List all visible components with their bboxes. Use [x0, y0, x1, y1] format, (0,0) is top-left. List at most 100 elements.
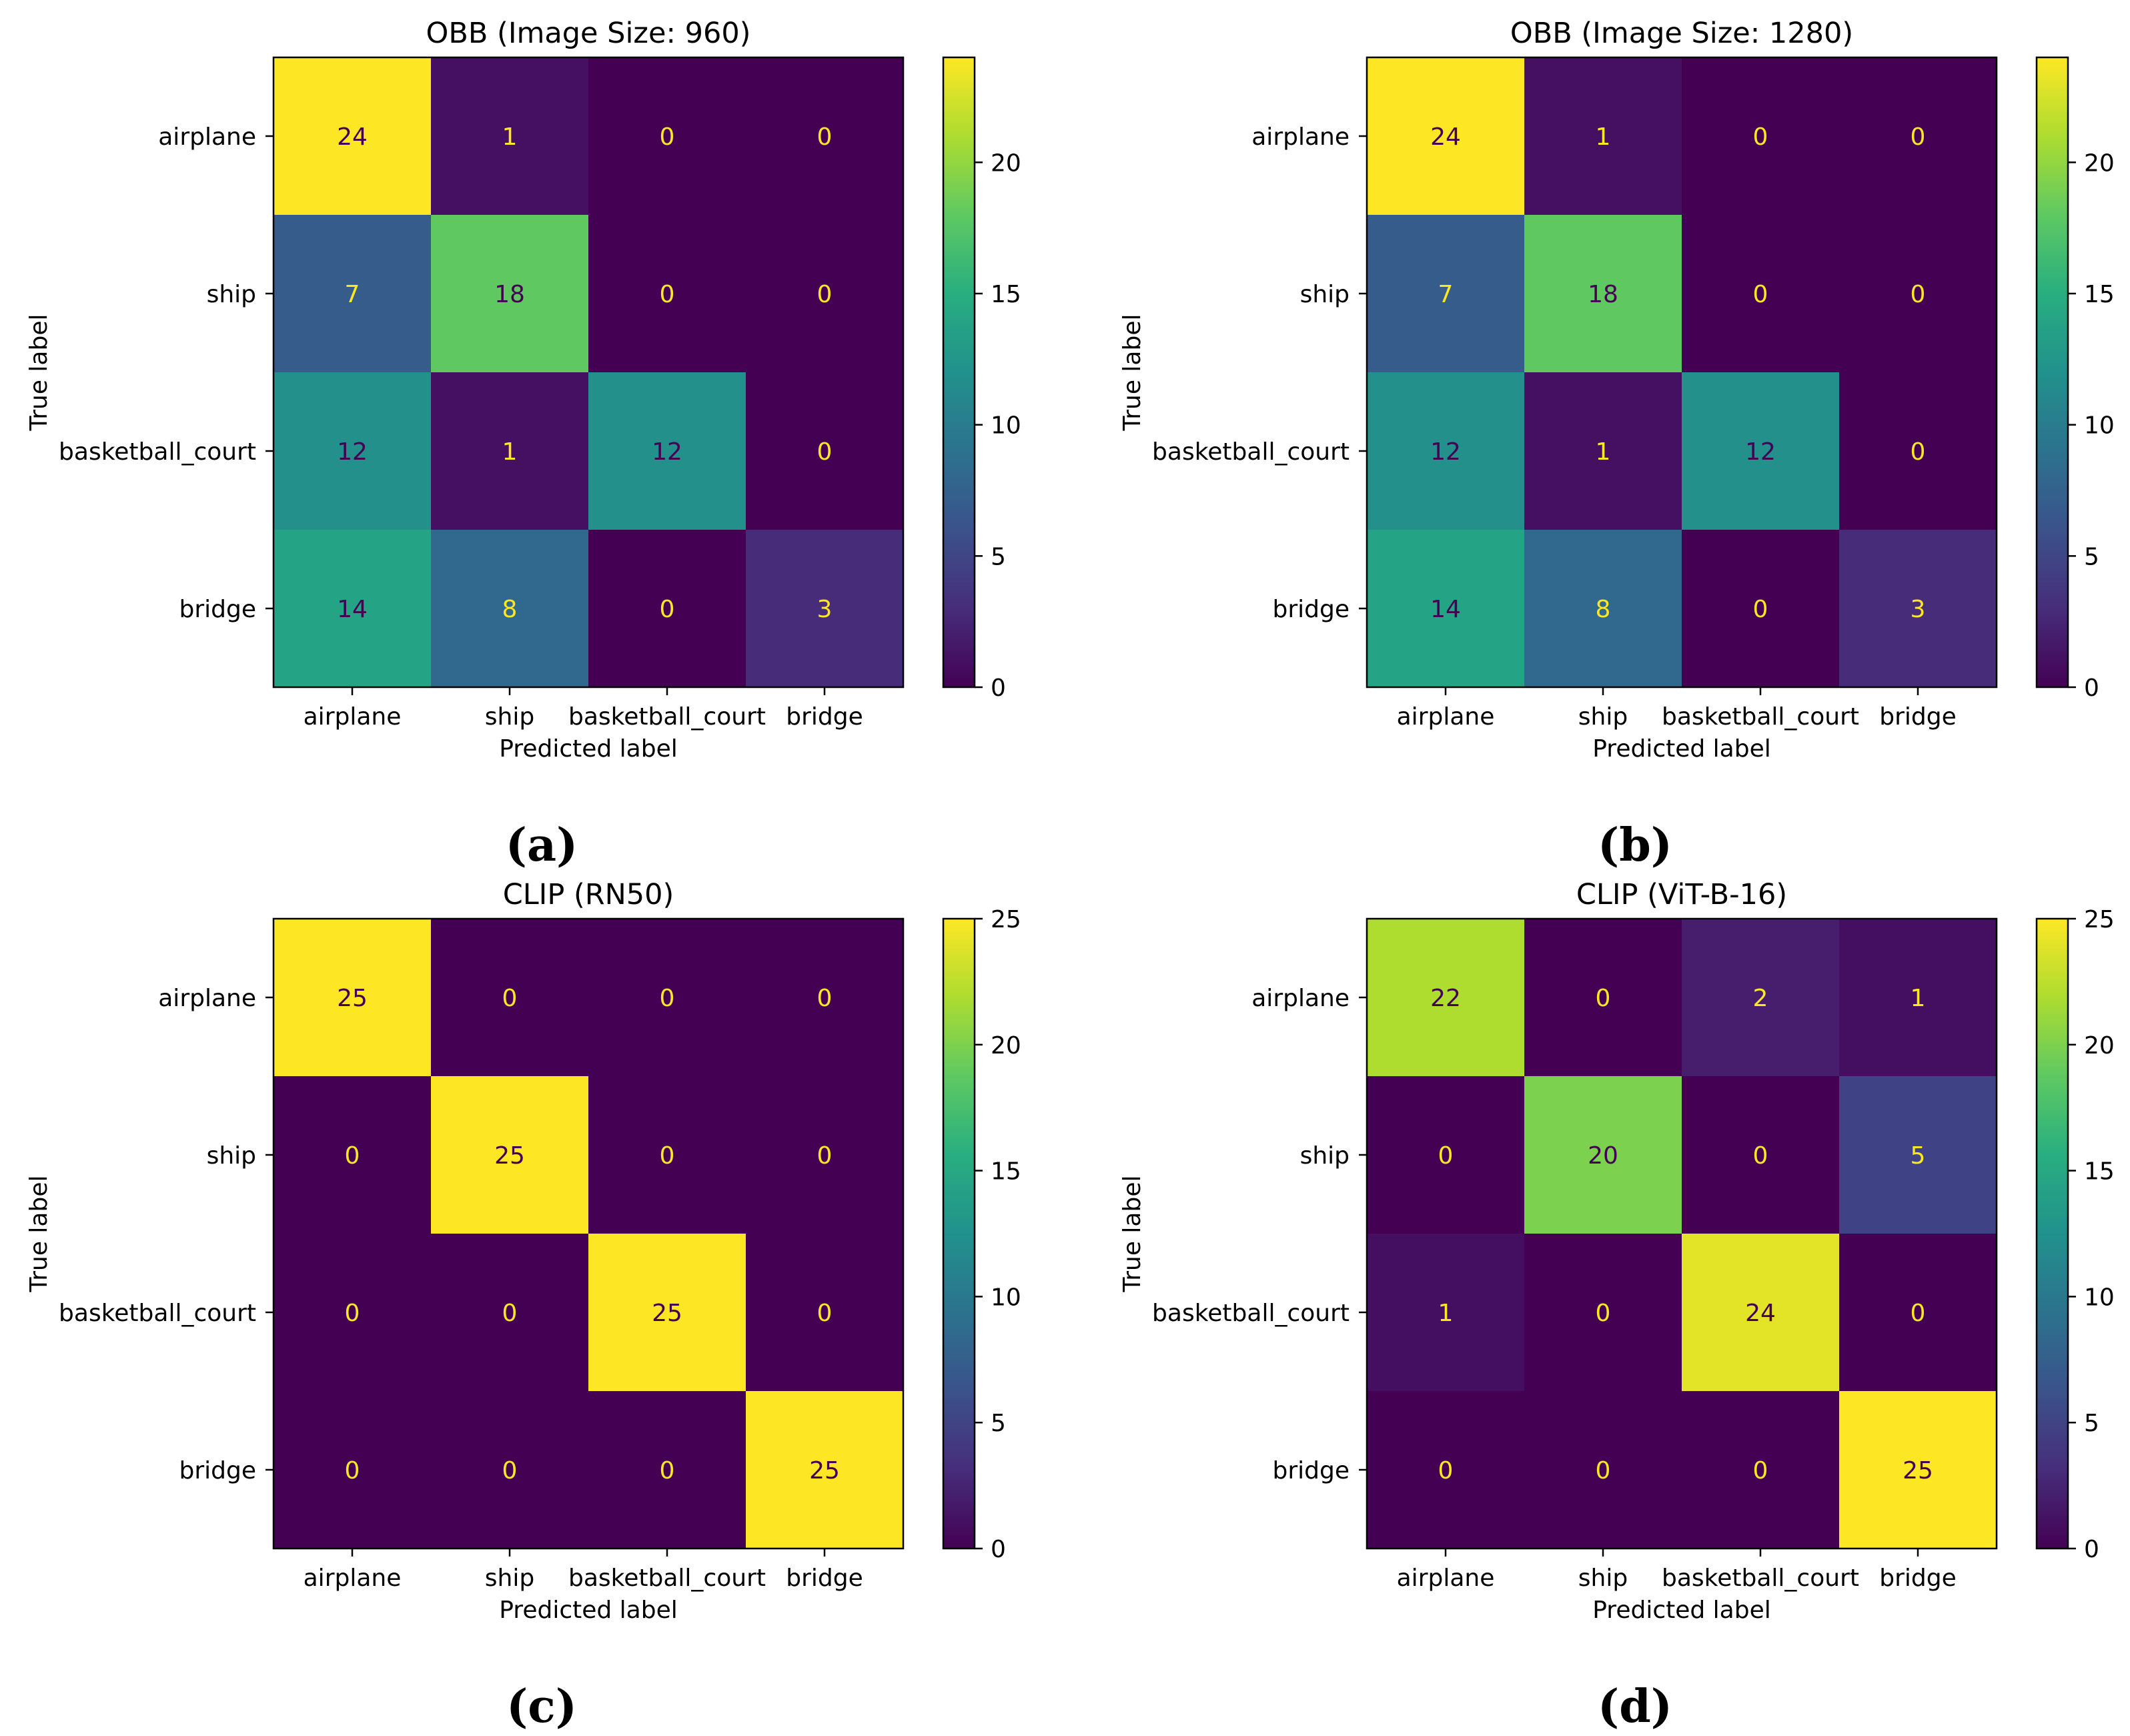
heatmap-cell — [588, 1076, 746, 1234]
cell-value-label: 18 — [494, 281, 525, 308]
colorbar-tick-label: 10 — [991, 1284, 1021, 1311]
cell-value-label: 3 — [817, 596, 833, 623]
heatmap-cell — [588, 372, 746, 530]
subfigure-caption: (b) — [1598, 819, 1672, 872]
cell-value-label: 8 — [1596, 596, 1611, 623]
cell-value-label: 0 — [345, 1142, 360, 1170]
heatmap-cell — [431, 1391, 588, 1549]
colorbar-tick-label: 5 — [2084, 1410, 2099, 1437]
plot-frame — [272, 917, 905, 1550]
cell-value-label: 0 — [1911, 1300, 1926, 1327]
cell-value-label: 0 — [1596, 1457, 1611, 1484]
x-tick-label: bridge — [1879, 703, 1957, 731]
cell-value-label: 0 — [1596, 985, 1611, 1012]
plot-frame — [1366, 56, 1998, 689]
colorbar-tick-label: 5 — [991, 1410, 1006, 1437]
x-tick-label: ship — [1578, 1565, 1628, 1592]
cell-value-label: 0 — [1911, 281, 1926, 308]
cell-value-label: 12 — [652, 438, 682, 466]
heatmap-cell — [746, 215, 903, 372]
y-tick-label: ship — [207, 1142, 256, 1170]
y-tick-label: airplane — [158, 985, 256, 1012]
colorbar-tick-label: 0 — [991, 675, 1006, 702]
heatmap-cell — [588, 530, 746, 687]
heatmap-cell — [1367, 1391, 1524, 1549]
cell-value-label: 1 — [1596, 123, 1611, 151]
cell-value-label: 0 — [1911, 123, 1926, 151]
heatmap-cell — [746, 1391, 903, 1549]
cell-value-label: 25 — [1903, 1457, 1933, 1484]
heatmap-cell — [431, 919, 588, 1076]
y-tick-label: airplane — [1251, 123, 1350, 151]
heatmap-cell — [1682, 57, 1839, 215]
colorbar-tick-label: 5 — [2084, 543, 2099, 570]
y-axis-label: True label — [1119, 314, 1146, 432]
colorbar-tick-label: 20 — [991, 149, 1021, 177]
y-axis-label: True label — [25, 1176, 53, 1293]
cell-value-label: 0 — [817, 438, 833, 466]
heatmap-cell — [274, 1076, 431, 1234]
heatmap-cell — [274, 1391, 431, 1549]
colorbar-tick-label: 25 — [2084, 906, 2115, 933]
cell-value-label: 0 — [1753, 123, 1768, 151]
y-tick-label: airplane — [158, 123, 256, 151]
colorbar-tick-label: 20 — [2084, 1032, 2115, 1059]
cell-value-label: 0 — [502, 1457, 518, 1484]
cell-value-label: 3 — [1911, 596, 1926, 623]
cell-value-label: 0 — [1438, 1457, 1454, 1484]
cell-value-label: 0 — [1753, 1142, 1768, 1170]
heatmap-cell — [431, 530, 588, 687]
cell-value-label: 18 — [1588, 281, 1618, 308]
cell-value-label: 0 — [1753, 281, 1768, 308]
cell-value-label: 1 — [1438, 1300, 1454, 1327]
heatmap-cell — [588, 1391, 746, 1549]
cell-value-label: 0 — [660, 596, 675, 623]
colorbar-tick-label: 10 — [2084, 1284, 2115, 1311]
subfigure-caption: (d) — [1598, 1680, 1672, 1733]
colorbar-tick-label: 25 — [991, 906, 1021, 933]
colorbar — [943, 919, 975, 1549]
cell-value-label: 25 — [652, 1300, 682, 1327]
colorbar-tick-label: 15 — [2084, 281, 2115, 308]
subfigure-caption: (c) — [506, 1680, 577, 1733]
colorbar-tick-label: 10 — [991, 412, 1021, 440]
y-tick-label: ship — [207, 281, 256, 308]
y-tick-label: bridge — [179, 1457, 256, 1484]
x-tick-label: basketball_court — [1662, 703, 1859, 731]
heatmap-cell — [1524, 1076, 1682, 1234]
cell-value-label: 20 — [1588, 1142, 1618, 1170]
heatmap-cell — [588, 919, 746, 1076]
chart-title: CLIP (ViT-B-16) — [1576, 878, 1787, 911]
heatmap-cell — [1367, 1076, 1524, 1234]
heatmap-cell — [1839, 372, 1997, 530]
heatmap-cell — [1682, 1076, 1839, 1234]
colorbar-tick-label: 20 — [2084, 149, 2115, 177]
heatmap-cell — [1367, 1234, 1524, 1391]
heatmap-cell — [1839, 215, 1997, 372]
colorbar-tick-label: 15 — [991, 281, 1021, 308]
cell-value-label: 0 — [817, 1142, 833, 1170]
heatmap-cell — [274, 1234, 431, 1391]
heatmap-cell — [588, 57, 746, 215]
colorbar-tick-label: 0 — [2084, 675, 2099, 702]
heatmap-cell — [1839, 1391, 1997, 1549]
chart-title: OBB (Image Size: 1280) — [1510, 17, 1853, 50]
colorbar-tick-label: 15 — [991, 1158, 1021, 1186]
colorbar — [2037, 919, 2068, 1549]
heatmap-cell — [274, 57, 431, 215]
heatmap-cell — [431, 57, 588, 215]
y-tick-label: ship — [1300, 281, 1350, 308]
x-tick-label: bridge — [786, 1565, 863, 1592]
heatmap-cell — [1524, 215, 1682, 372]
x-tick-label: ship — [1578, 703, 1628, 731]
cell-value-label: 1 — [1596, 438, 1611, 466]
cell-value-label: 0 — [660, 985, 675, 1012]
heatmap-cell — [588, 1234, 746, 1391]
heatmap-cell — [1839, 919, 1997, 1076]
colorbar-frame — [942, 917, 976, 1550]
y-tick-label: bridge — [179, 596, 256, 623]
cell-value-label: 0 — [660, 1457, 675, 1484]
x-tick-label: bridge — [786, 703, 863, 731]
heatmap-cell — [1839, 1076, 1997, 1234]
x-tick-label: basketball_court — [568, 703, 766, 731]
